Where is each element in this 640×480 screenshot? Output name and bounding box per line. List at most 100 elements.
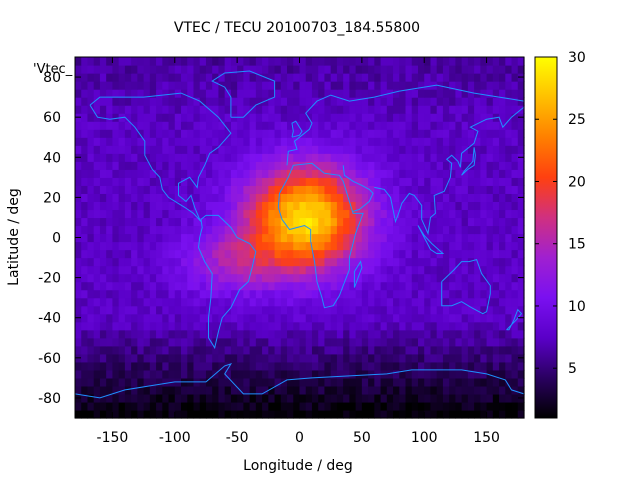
heatmap-cell [268,185,276,194]
heatmap-cell [287,169,294,178]
heatmap-cell [118,121,126,130]
heatmap-cell [106,377,114,387]
heatmap-cell [224,257,232,267]
heatmap-cell [393,145,400,154]
heatmap-cell [393,217,400,227]
heatmap-cell [230,153,238,162]
heatmap-cell [318,97,326,106]
heatmap-cell [187,345,195,355]
heatmap-cell [224,97,232,106]
heatmap-cell [124,297,132,307]
heatmap-cell [131,321,138,331]
heatmap-cell [349,281,357,291]
heatmap-cell [224,289,232,299]
heatmap-cell [212,89,220,98]
heatmap-cell [137,297,145,307]
heatmap-cell [505,321,513,331]
heatmap-cell [499,249,506,259]
heatmap-cell [442,289,450,299]
heatmap-cell [293,353,301,363]
heatmap-cell [230,329,238,339]
heatmap-cell [318,225,326,235]
heatmap-cell [449,225,457,235]
heatmap-cell [118,257,126,267]
heatmap-cell [324,393,332,403]
heatmap-cell [467,289,475,299]
heatmap-cell [156,121,163,130]
heatmap-cell [174,105,182,114]
heatmap-cell [474,337,481,347]
heatmap-cell [455,89,463,98]
heatmap-cell [374,89,382,98]
heatmap-cell [181,297,188,307]
heatmap-cell [237,345,244,355]
heatmap-cell [143,305,151,315]
heatmap-cell [405,305,413,315]
heatmap-cell [436,265,444,275]
heatmap-cell [81,409,89,419]
heatmap-cell [218,321,226,331]
heatmap-cell [75,137,82,146]
heatmap-cell [324,57,332,66]
heatmap-cell [299,409,307,419]
heatmap-cell [374,153,382,162]
heatmap-cell [455,297,463,307]
heatmap-cell [212,289,220,299]
heatmap-cell [305,113,313,122]
heatmap-cell [492,57,500,66]
heatmap-cell [224,233,232,243]
heatmap-cell [299,153,307,162]
heatmap-cell [480,393,488,403]
heatmap-cell [262,105,269,114]
heatmap-cell [430,249,438,259]
heatmap-cell [492,129,500,138]
heatmap-cell [411,65,419,74]
heatmap-cell [374,337,382,347]
heatmap-cell [467,217,475,227]
heatmap-cell [474,321,481,331]
heatmap-cell [399,129,407,138]
heatmap-cell [442,81,450,90]
heatmap-cell [442,225,450,235]
heatmap-cell [374,249,382,259]
heatmap-cell [274,369,282,379]
heatmap-cell [474,329,481,339]
heatmap-cell [467,185,475,194]
heatmap-cell [75,361,82,371]
heatmap-cell [417,185,425,194]
heatmap-cell [305,353,313,363]
heatmap-cell [230,57,238,66]
heatmap-cell [449,169,457,178]
heatmap-cell [205,185,213,194]
heatmap-cell [162,313,170,323]
heatmap-cell [349,233,357,243]
heatmap-cell [436,241,444,251]
heatmap-cell [112,201,120,211]
heatmap-cell [280,113,288,122]
heatmap-cell [168,329,176,339]
heatmap-cell [193,89,201,98]
heatmap-cell [480,233,488,243]
heatmap-cell [249,305,257,315]
heatmap-cell [93,129,101,138]
heatmap-cell [293,385,301,395]
heatmap-cell [311,409,319,419]
heatmap-cell [131,217,138,227]
heatmap-cell [137,97,145,106]
heatmap-cell [174,393,182,403]
heatmap-cell [156,361,163,371]
heatmap-cell [436,281,444,291]
heatmap-cell [75,289,82,299]
heatmap-cell [480,209,488,219]
heatmap-cell [118,305,126,315]
heatmap-cell [474,209,481,219]
heatmap-cell [380,89,388,98]
heatmap-cell [517,201,525,211]
heatmap-cell [480,321,488,331]
heatmap-cell [405,193,413,202]
heatmap-cell [461,225,469,235]
heatmap-cell [143,297,151,307]
heatmap-cell [199,393,207,403]
heatmap-cell [280,105,288,114]
